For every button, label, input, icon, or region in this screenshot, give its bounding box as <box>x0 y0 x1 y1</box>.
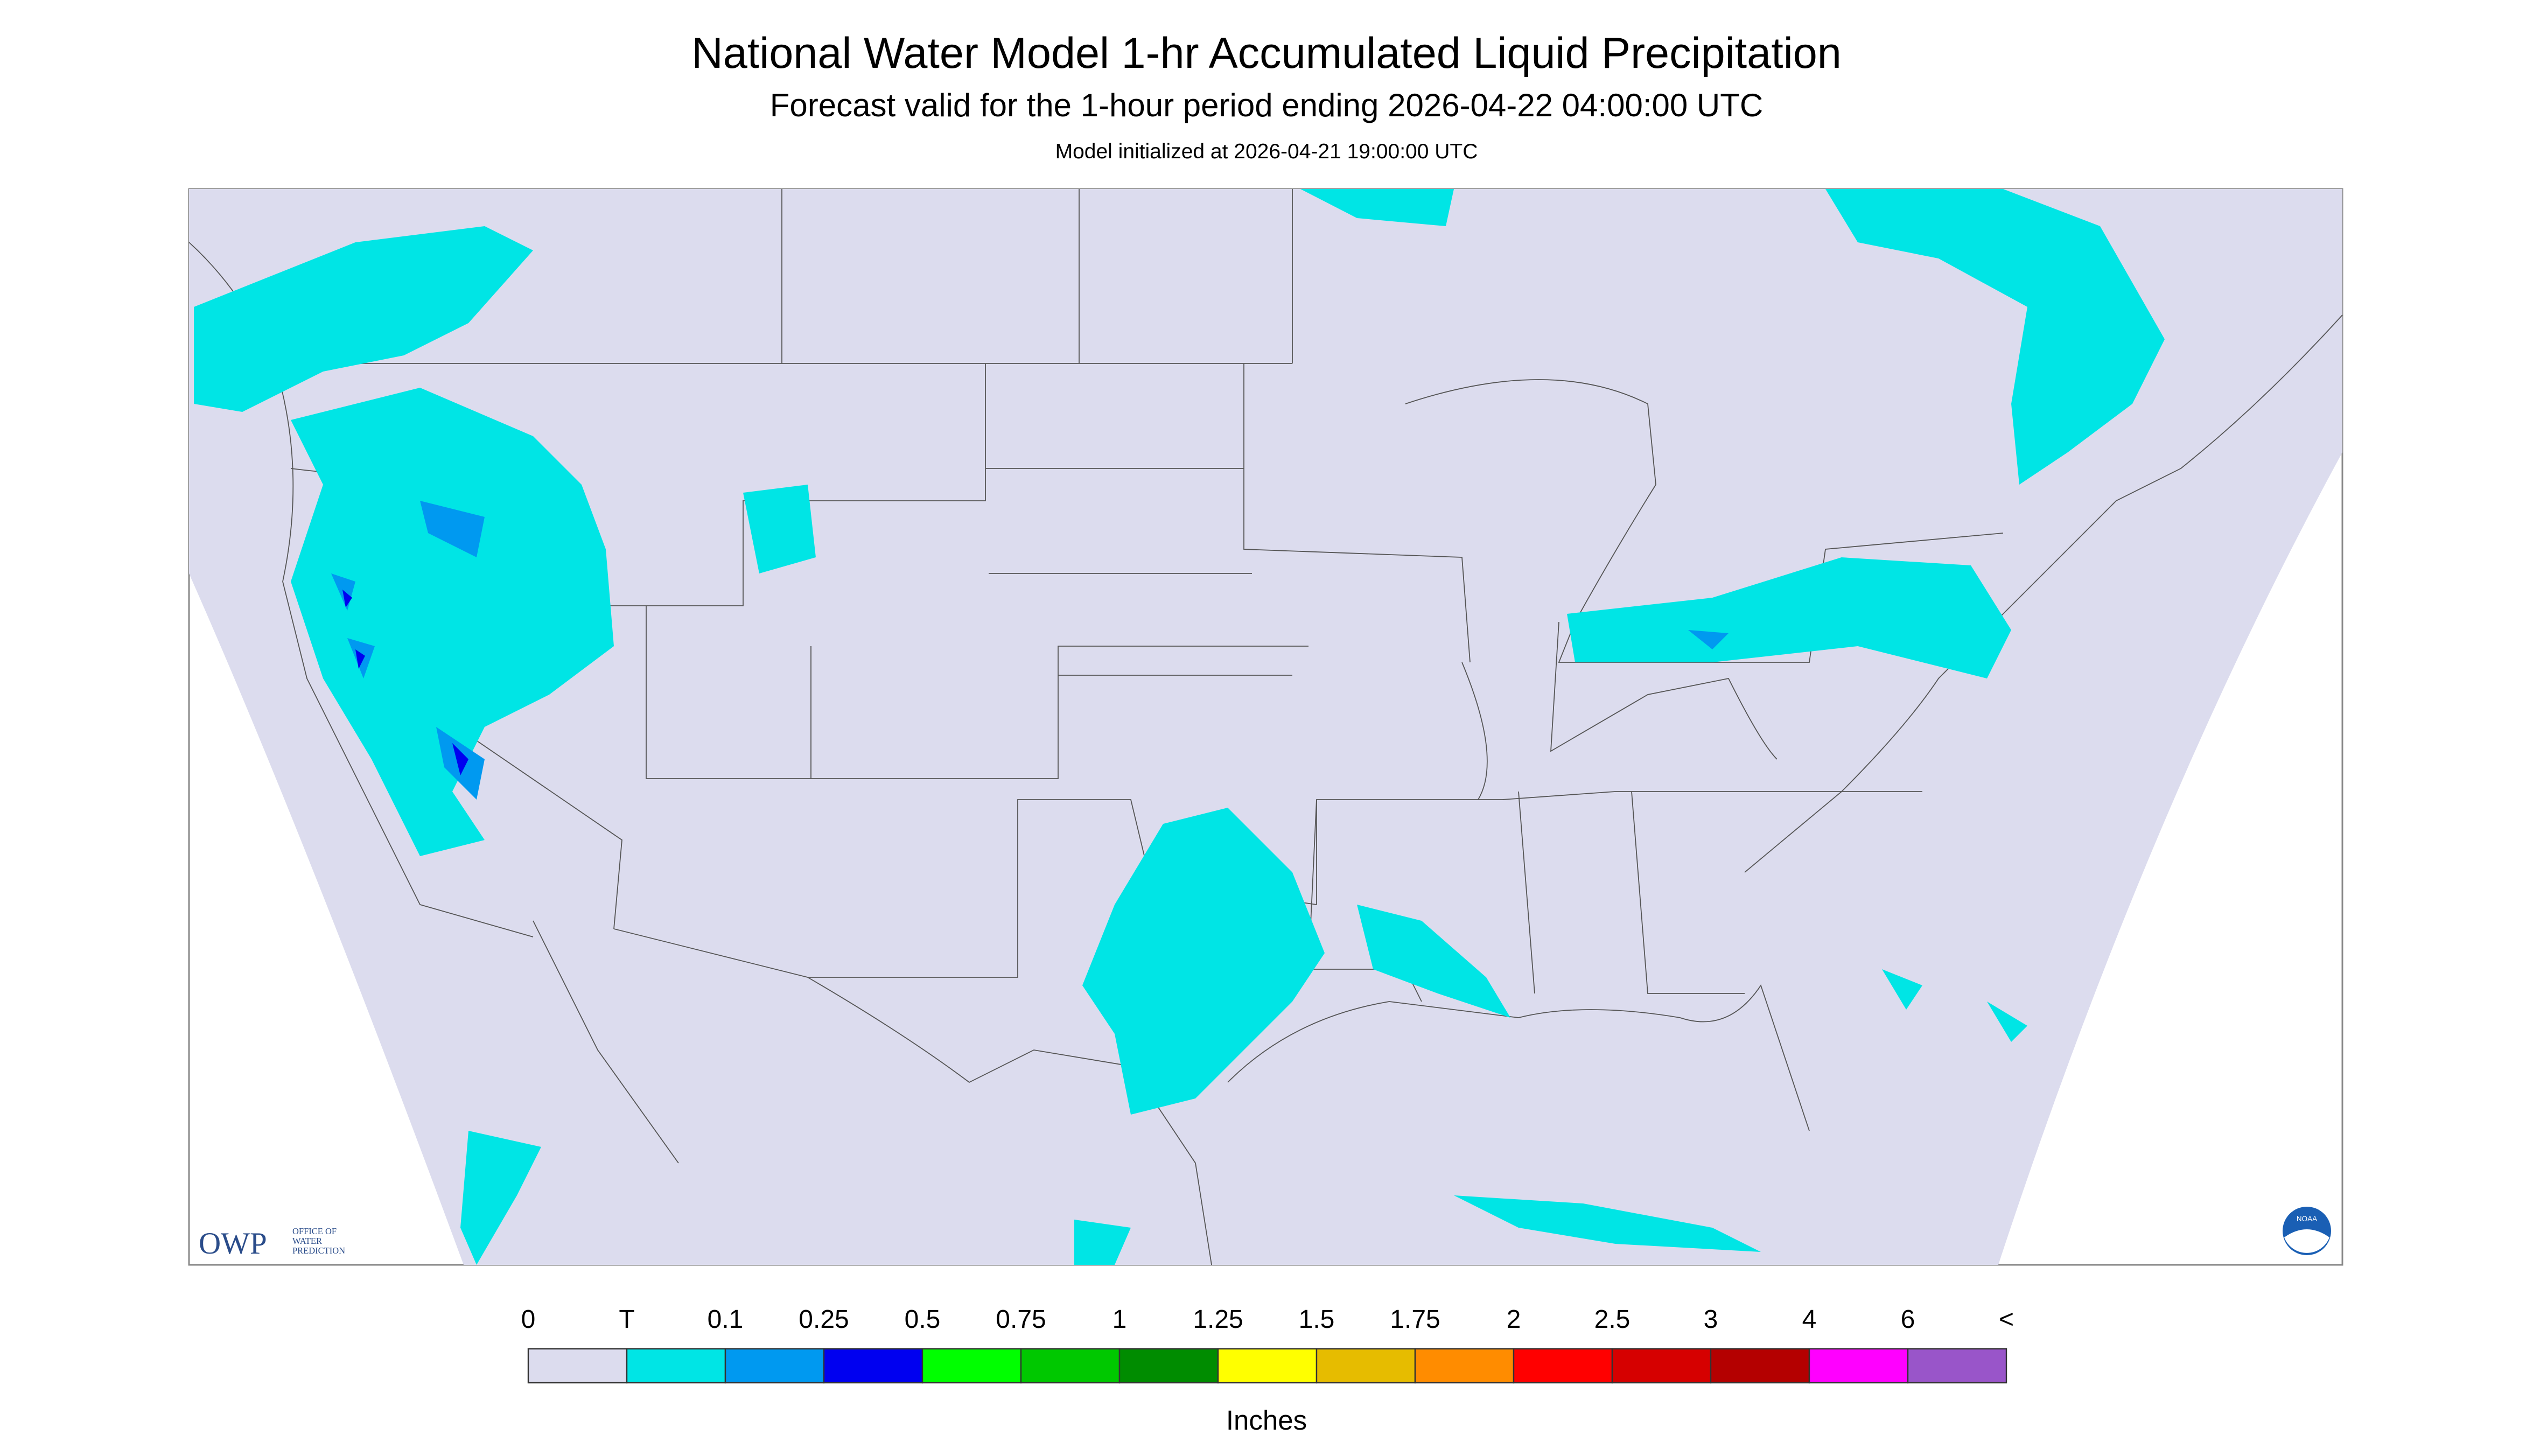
init-time: Model initialized at 2026-04-21 19:00:00… <box>1055 140 1478 163</box>
legend-swatch <box>527 1348 628 1384</box>
legend-swatch <box>1710 1348 1810 1384</box>
legend-label: 1.5 <box>1299 1305 1335 1334</box>
owp-logo: OWP <box>199 1227 267 1261</box>
legend-swatch <box>1513 1348 1613 1384</box>
owp-logo-line: OFFICE OF <box>292 1226 337 1236</box>
legend-label: 6 <box>1901 1305 1915 1334</box>
legend-unit: Inches <box>1226 1405 1307 1436</box>
legend-label: 3 <box>1704 1305 1718 1334</box>
owp-logo-line: PREDICTION <box>292 1245 345 1256</box>
legend-label: 0.5 <box>905 1305 941 1334</box>
legend-label: 4 <box>1802 1305 1817 1334</box>
legend-label: 1.75 <box>1390 1305 1440 1334</box>
legend-label: 2.5 <box>1594 1305 1631 1334</box>
legend-swatch <box>626 1348 726 1384</box>
legend-swatch <box>921 1348 1022 1384</box>
legend-swatch <box>724 1348 825 1384</box>
precipitation <box>194 189 2165 1265</box>
legend: 0 T 0.1 0.25 0.5 0.75 1 1.25 1.5 1.75 2 2.5 3 4 6 < <box>521 1305 2014 1384</box>
subtitle: Forecast valid for the 1-hour period end… <box>770 87 1763 123</box>
legend-swatch <box>1611 1348 1712 1384</box>
owp-logo-line: WATER <box>292 1236 322 1246</box>
legend-label: 0 <box>521 1305 536 1334</box>
legend-label: 0.25 <box>799 1305 849 1334</box>
legend-label: T <box>619 1305 634 1334</box>
legend-swatch <box>1414 1348 1515 1384</box>
legend-swatch <box>1316 1348 1416 1384</box>
boundaries <box>188 189 2343 1265</box>
legend-swatch <box>1118 1348 1219 1384</box>
legend-label: 0.1 <box>708 1305 744 1334</box>
legend-label: 2 <box>1507 1305 1521 1334</box>
legend-swatch <box>1907 1348 2007 1384</box>
legend-label: 0.75 <box>996 1305 1046 1334</box>
noaa-label: NOAA <box>2297 1215 2317 1223</box>
legend-swatch <box>1020 1348 1121 1384</box>
legend-swatch <box>1808 1348 1909 1384</box>
noaa-wave <box>2284 1229 2329 1253</box>
legend-label: < <box>1999 1305 2014 1334</box>
legend-label: 1.25 <box>1193 1305 1243 1334</box>
legend-swatch <box>1217 1348 1318 1384</box>
title: National Water Model 1-hr Accumulated Li… <box>691 29 1842 78</box>
legend-swatch <box>823 1348 923 1384</box>
model-domain <box>189 189 2342 1265</box>
legend-label: 1 <box>1112 1305 1127 1334</box>
